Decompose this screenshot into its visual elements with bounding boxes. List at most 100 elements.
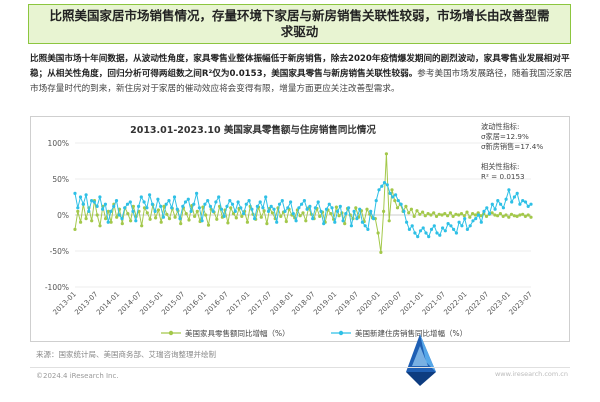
data-point-1: [429, 227, 434, 231]
data-point-0: [471, 212, 475, 216]
data-point-0: [484, 214, 489, 218]
data-point-1: [454, 231, 458, 235]
data-point-1: [167, 199, 171, 203]
data-point-0: [106, 209, 110, 213]
data-point-1: [291, 212, 295, 216]
data-point-1: [203, 202, 207, 206]
series-line-1: [74, 181, 532, 238]
data-point-1: [98, 195, 102, 199]
data-point-0: [504, 213, 508, 217]
legend-swatch-marker: [168, 330, 174, 336]
data-point-1: [286, 206, 290, 210]
data-point-1: [493, 207, 497, 211]
data-point-1: [192, 202, 196, 206]
data-point-1: [402, 209, 406, 213]
data-point-1: [156, 197, 160, 201]
data-point-1: [253, 217, 257, 221]
data-point-1: [73, 191, 77, 195]
data-point-1: [128, 200, 132, 204]
data-point-1: [225, 204, 229, 208]
data-point-0: [142, 206, 147, 210]
volatility-annotation: σ家居=12.9%: [481, 132, 529, 141]
data-point-0: [265, 222, 269, 226]
data-point-1: [358, 207, 362, 211]
data-point-1: [142, 200, 146, 204]
data-point-0: [429, 213, 433, 217]
data-point-0: [140, 224, 144, 228]
data-point-0: [409, 207, 413, 211]
data-point-1: [360, 220, 364, 224]
summary-bold-text: 比照美国市场十年间数据，从波动性角度，家具零售业整体振幅低于新房销售，除去202…: [30, 54, 570, 79]
data-point-1: [363, 224, 367, 228]
data-point-1: [391, 195, 395, 199]
data-point-0: [521, 212, 525, 216]
data-point-0: [440, 213, 444, 217]
data-point-0: [334, 205, 338, 209]
data-point-1: [452, 227, 456, 231]
data-point-1: [388, 191, 392, 195]
data-point-0: [496, 214, 500, 218]
data-point-1: [214, 200, 218, 204]
data-point-0: [523, 214, 527, 218]
summary-normal-text: 参考美国市场发展路径，随着我国泛家居市场存量时代的到来，新住房对于家居的催动效应…: [30, 69, 572, 94]
data-point-1: [465, 227, 469, 231]
data-point-1: [302, 199, 306, 203]
page-title: 比照美国家居市场销售情况，存量环境下家居与新房销售关联性较弱，市场增长由改善型需…: [49, 8, 550, 39]
data-point-1: [344, 212, 348, 216]
data-point-0: [448, 211, 452, 215]
data-point-0: [79, 220, 83, 224]
data-point-1: [164, 202, 168, 206]
data-point-1: [103, 202, 107, 206]
data-point-1: [95, 204, 99, 208]
data-point-0: [154, 216, 158, 220]
data-point-1: [529, 202, 533, 206]
data-point-1: [161, 215, 165, 219]
data-point-0: [457, 213, 461, 217]
data-point-1: [355, 217, 359, 221]
source-note: 来源：国家统计局、美国商务部、艾瑞咨询整理并绘制: [36, 350, 216, 359]
data-point-0: [204, 213, 208, 217]
data-point-1: [117, 213, 121, 217]
data-point-0: [384, 152, 388, 156]
data-point-1: [507, 188, 511, 192]
data-point-1: [159, 204, 163, 208]
data-point-0: [462, 214, 466, 218]
data-point-1: [432, 224, 436, 228]
data-point-0: [512, 214, 516, 218]
data-point-0: [231, 212, 236, 216]
data-point-1: [421, 226, 425, 230]
data-point-1: [374, 199, 378, 203]
data-point-1: [316, 200, 320, 204]
data-point-1: [297, 206, 301, 210]
data-point-1: [399, 202, 403, 206]
data-point-1: [471, 219, 475, 223]
data-point-0: [298, 214, 302, 218]
data-point-0: [507, 215, 511, 219]
data-point-1: [380, 184, 384, 188]
data-point-0: [432, 211, 436, 215]
data-point-1: [175, 207, 179, 211]
data-point-1: [347, 206, 351, 210]
data-point-1: [87, 209, 91, 213]
data-point-1: [435, 231, 439, 235]
data-point-1: [349, 224, 353, 228]
data-point-0: [446, 214, 450, 218]
data-point-1: [482, 209, 486, 213]
data-point-1: [219, 207, 224, 211]
data-point-0: [465, 210, 469, 214]
data-point-0: [318, 214, 322, 218]
data-point-0: [120, 222, 124, 226]
data-point-1: [269, 204, 273, 208]
data-point-1: [283, 209, 287, 213]
data-point-1: [438, 233, 442, 237]
data-point-1: [382, 181, 387, 185]
iresearch-logo-icon: [406, 334, 436, 386]
copyright-text: ©2024.4 iResearch Inc.: [36, 372, 119, 380]
data-point-1: [92, 200, 96, 204]
data-point-1: [424, 231, 428, 235]
data-point-1: [78, 195, 83, 199]
chart-container: 2013.01-2023.10 美国家具零售额与住房销售同比情况 100% 50% 0…: [30, 116, 570, 342]
data-point-1: [195, 191, 199, 195]
data-point-0: [234, 216, 238, 220]
data-point-0: [434, 214, 439, 218]
